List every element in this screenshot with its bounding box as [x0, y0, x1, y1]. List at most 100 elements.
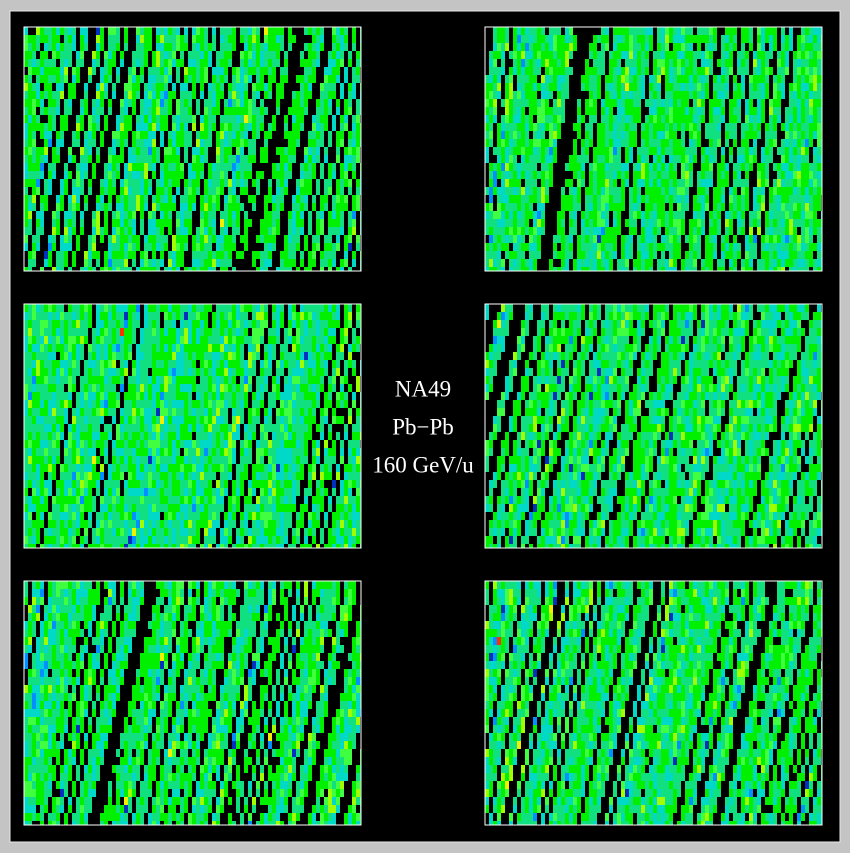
- hit-cell: [36, 376, 40, 384]
- hit-cell: [296, 352, 300, 360]
- hit-cell: [501, 147, 505, 155]
- hit-cell: [613, 211, 617, 219]
- hit-cell: [669, 219, 673, 227]
- hit-cell: [537, 139, 541, 147]
- hit-cell: [96, 320, 100, 328]
- hit-cell: [128, 267, 132, 271]
- hit-cell: [132, 227, 136, 235]
- hit-cell: [168, 155, 172, 163]
- hit-cell: [801, 67, 805, 75]
- hit-cell: [324, 195, 328, 203]
- hit-cell: [52, 59, 56, 67]
- hit-cell: [717, 99, 721, 107]
- hit-cell: [557, 211, 561, 219]
- hit-cell: [805, 219, 809, 227]
- hit-cell: [208, 83, 212, 91]
- hit-cell: [308, 67, 312, 75]
- hit-cell: [517, 91, 521, 99]
- hit-cell: [196, 131, 200, 139]
- hit-cell: [697, 107, 701, 115]
- hit-cell: [56, 147, 60, 155]
- hit-cell: [100, 107, 104, 115]
- hit-cell: [256, 312, 260, 320]
- hit-cell: [296, 131, 300, 139]
- hit-cell: [48, 67, 52, 75]
- hit-cell: [228, 163, 232, 171]
- hit-cell: [637, 67, 641, 75]
- hit-cell: [156, 107, 160, 115]
- hit-cell: [493, 67, 497, 75]
- hit-cell: [144, 235, 148, 243]
- hit-cell: [781, 59, 785, 67]
- hit-cell: [817, 51, 821, 59]
- hit-cell: [332, 259, 336, 267]
- hit-cell: [577, 107, 581, 115]
- hit-cell: [280, 75, 284, 83]
- hit-cell: [76, 400, 80, 408]
- hit-cell: [537, 211, 541, 219]
- hit-cell: [340, 27, 344, 35]
- hit-cell: [569, 203, 573, 211]
- hit-cell: [665, 211, 669, 219]
- hit-cell: [136, 243, 140, 251]
- hit-cell: [132, 179, 136, 187]
- hit-cell: [320, 91, 324, 99]
- hit-cell: [132, 211, 136, 219]
- hit-cell: [513, 203, 517, 211]
- hit-cell: [312, 320, 316, 328]
- hit-cell: [292, 99, 296, 107]
- hit-cell: [200, 219, 204, 227]
- hit-cell: [288, 27, 292, 35]
- hit-cell: [208, 400, 212, 408]
- hit-cell: [709, 163, 713, 171]
- hit-cell: [801, 195, 805, 203]
- hit-cell: [264, 43, 268, 51]
- hit-cell: [633, 171, 637, 179]
- hit-cell: [605, 35, 609, 43]
- hit-cell: [709, 267, 713, 271]
- hit-cell: [757, 131, 761, 139]
- hit-cell: [541, 147, 545, 155]
- hit-cell: [184, 115, 188, 123]
- hit-cell: [769, 203, 773, 211]
- hit-cell: [296, 312, 300, 320]
- hit-cell: [709, 251, 713, 259]
- hit-cell: [597, 59, 601, 67]
- hit-cell: [348, 187, 352, 195]
- hit-cell: [236, 99, 240, 107]
- hit-cell: [509, 115, 513, 123]
- hit-cell: [649, 99, 653, 107]
- hit-cell: [617, 267, 621, 271]
- hit-cell: [324, 115, 328, 123]
- hit-cell: [104, 368, 108, 376]
- hit-cell: [276, 376, 280, 384]
- hit-cell: [164, 163, 168, 171]
- hit-cell: [300, 304, 304, 312]
- hit-cell: [637, 195, 641, 203]
- hit-cell: [216, 171, 220, 179]
- hit-cell: [805, 235, 809, 243]
- hit-cell: [68, 267, 72, 271]
- hit-cell: [240, 123, 244, 131]
- hit-cell: [797, 219, 801, 227]
- hit-cell: [597, 203, 601, 211]
- hit-cell: [24, 123, 28, 131]
- hit-cell: [192, 115, 196, 123]
- hit-cell: [64, 368, 68, 376]
- hit-cell: [272, 320, 276, 328]
- hit-cell: [669, 163, 673, 171]
- hit-cell: [673, 83, 677, 91]
- hit-cell: [741, 155, 745, 163]
- hit-cell: [220, 344, 224, 352]
- hit-cell: [585, 211, 589, 219]
- hit-cell: [348, 344, 352, 352]
- hit-cell: [248, 352, 252, 360]
- hit-cell: [36, 35, 40, 43]
- hit-cell: [232, 392, 236, 400]
- hit-cell: [92, 243, 96, 251]
- hit-cell: [336, 267, 340, 271]
- hit-cell: [609, 107, 613, 115]
- hit-cell: [108, 392, 112, 400]
- hit-cell: [172, 243, 176, 251]
- hit-cell: [52, 328, 56, 336]
